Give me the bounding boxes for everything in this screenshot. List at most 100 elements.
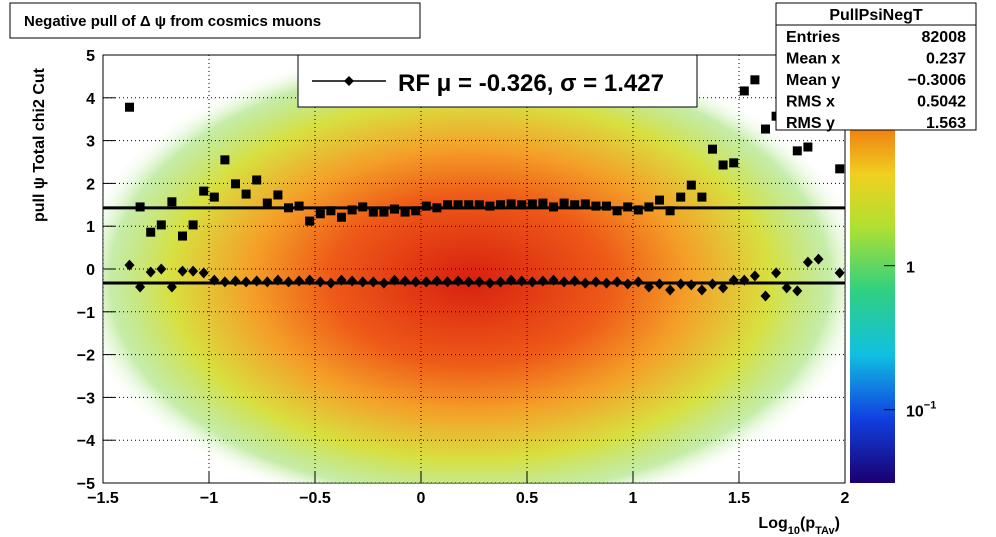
diamond-point bbox=[675, 278, 686, 290]
diamond-point bbox=[463, 276, 474, 288]
heatmap bbox=[103, 55, 845, 483]
diamond-point bbox=[707, 278, 718, 290]
square-point bbox=[262, 198, 272, 208]
square-point bbox=[167, 197, 177, 207]
diamond-point bbox=[325, 277, 336, 289]
square-point bbox=[570, 200, 580, 210]
y-tick-label: 4 bbox=[86, 91, 95, 108]
diamond-point bbox=[760, 290, 771, 302]
square-point bbox=[464, 200, 474, 210]
square-point bbox=[315, 209, 325, 219]
diamond-point bbox=[283, 276, 294, 288]
diamond-point bbox=[548, 274, 559, 286]
stats-value: −0.3006 bbox=[908, 72, 966, 89]
square-point bbox=[294, 201, 304, 211]
stats-frame bbox=[775, 2, 977, 131]
square-point bbox=[178, 231, 187, 241]
diamond-point bbox=[792, 285, 803, 297]
stats-value: 1.563 bbox=[926, 115, 966, 132]
square-point bbox=[358, 202, 368, 212]
square-point bbox=[220, 155, 230, 165]
square-point bbox=[241, 189, 251, 199]
y-tick-label: 0 bbox=[86, 262, 95, 279]
x-label-part: TAv bbox=[815, 525, 835, 537]
title-box bbox=[9, 2, 421, 39]
x-label-part: 10 bbox=[788, 525, 800, 537]
square-point bbox=[580, 199, 590, 209]
diamond-point bbox=[145, 266, 156, 278]
y-tick-label: 1 bbox=[86, 219, 95, 236]
square-point bbox=[209, 192, 219, 202]
diamond-point bbox=[400, 275, 411, 287]
diamond-point bbox=[654, 278, 665, 290]
square-point bbox=[665, 206, 675, 216]
x-tick-label: 0 bbox=[417, 490, 426, 507]
y-tick-label: −3 bbox=[77, 390, 95, 407]
stats-label: Mean x bbox=[786, 51, 840, 68]
x-label-part: ) bbox=[835, 515, 840, 532]
diamond-point bbox=[453, 275, 464, 287]
square-point bbox=[284, 203, 293, 213]
diamond-point bbox=[135, 281, 146, 293]
square-point bbox=[676, 192, 686, 202]
diamond-point bbox=[431, 275, 442, 287]
z-tick-label-exp: −1 bbox=[924, 400, 937, 412]
diamond-point bbox=[718, 282, 729, 294]
square-point bbox=[400, 207, 410, 217]
stats-value: 0.237 bbox=[926, 51, 966, 68]
square-point bbox=[135, 202, 145, 212]
x-tick-label: −1 bbox=[200, 490, 218, 507]
square-point bbox=[474, 200, 484, 210]
diamond-point bbox=[474, 276, 485, 288]
z-tick-label: 10−1 bbox=[906, 400, 936, 421]
diamond-point bbox=[696, 284, 707, 296]
square-point bbox=[559, 198, 569, 208]
square-point bbox=[146, 227, 156, 237]
diamond-point bbox=[739, 274, 750, 286]
diamond-point bbox=[665, 284, 676, 296]
diamond-point bbox=[378, 277, 389, 289]
marks bbox=[103, 75, 845, 302]
square-point bbox=[305, 216, 315, 226]
diamond-point bbox=[781, 282, 792, 294]
diamond-point bbox=[262, 276, 273, 288]
grid bbox=[102, 54, 846, 484]
diamond-point bbox=[559, 276, 570, 288]
square-point bbox=[602, 201, 611, 211]
diamond-point bbox=[527, 276, 538, 288]
diamond-point bbox=[294, 275, 305, 287]
y-tick-label: −5 bbox=[77, 476, 95, 493]
square-point bbox=[156, 220, 166, 230]
square-point bbox=[347, 205, 357, 215]
diamond-point bbox=[230, 275, 241, 287]
square-point bbox=[231, 179, 240, 189]
diamond-point bbox=[166, 281, 177, 293]
diamond-point bbox=[612, 276, 623, 288]
x-label-part: Log bbox=[758, 515, 787, 532]
diamond-point bbox=[304, 274, 315, 286]
x-tick-label: 0.5 bbox=[516, 490, 538, 507]
square-point bbox=[453, 200, 463, 210]
y-tick-label: 5 bbox=[86, 48, 95, 65]
z-tick-label: 1 bbox=[906, 260, 915, 277]
diamond-point bbox=[272, 274, 283, 286]
square-point bbox=[538, 198, 548, 208]
diamond-point bbox=[580, 277, 591, 289]
square-point bbox=[739, 86, 749, 96]
x-label-part: (p bbox=[800, 515, 815, 532]
diamond-point bbox=[484, 277, 495, 289]
x-tick-label: −1.5 bbox=[87, 490, 119, 507]
y-tick-label: 3 bbox=[86, 134, 95, 151]
diamond-point bbox=[813, 253, 824, 265]
y-tick-label: −2 bbox=[77, 348, 95, 365]
square-point bbox=[485, 201, 495, 211]
diamond-point bbox=[251, 275, 262, 287]
square-point bbox=[750, 75, 760, 85]
diamond-point bbox=[771, 267, 782, 279]
x-tick-label: 1 bbox=[629, 490, 638, 507]
stats-label: Entries bbox=[786, 29, 840, 46]
diamond-point bbox=[389, 274, 400, 286]
square-point bbox=[708, 144, 717, 154]
square-point bbox=[326, 206, 336, 216]
square-point bbox=[517, 200, 527, 210]
